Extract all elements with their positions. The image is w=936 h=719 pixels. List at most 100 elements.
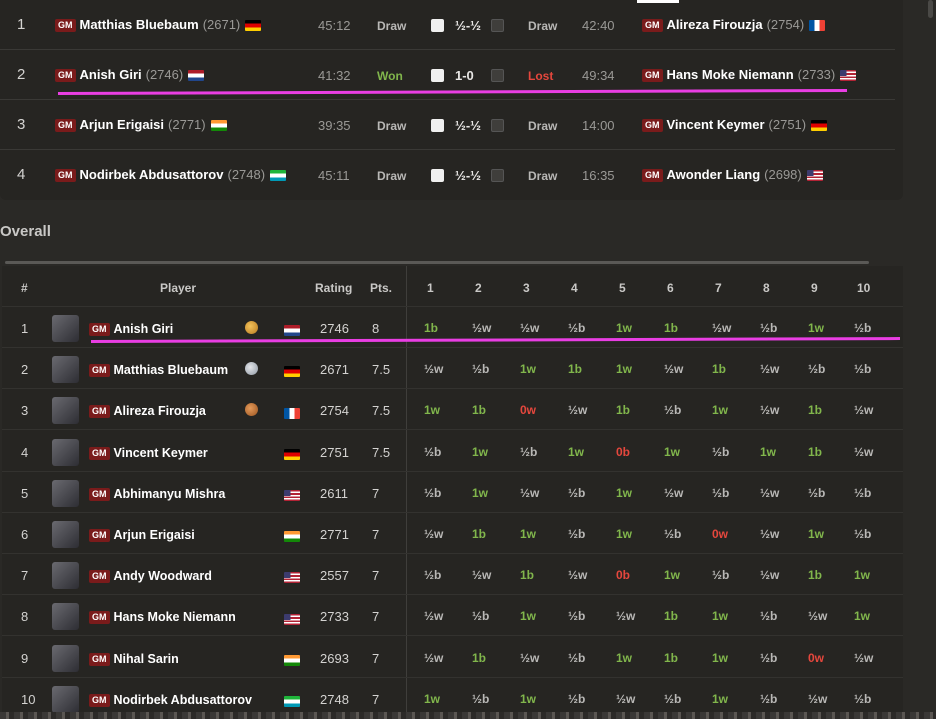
round-result-cell[interactable]: 1w xyxy=(712,609,729,624)
round-result-cell[interactable]: 1w xyxy=(712,650,729,665)
standing-player[interactable]: GM Nihal Sarin xyxy=(89,651,179,666)
round-result-cell[interactable]: 1b xyxy=(664,609,679,624)
round-result-cell[interactable]: ½b xyxy=(854,362,872,377)
round-result-cell[interactable]: ½b xyxy=(568,609,586,624)
white-player[interactable]: GM Nodirbek Abdusattorov (2748) xyxy=(55,167,287,183)
player-avatar[interactable] xyxy=(52,438,79,466)
player-avatar[interactable] xyxy=(52,397,79,425)
standings-row[interactable]: 2 GM Matthias Bluebaum 2671 7.5 ½w ½b 1w 1b 1w… xyxy=(2,348,903,390)
black-player[interactable]: GM Hans Moke Niemann (2733) xyxy=(642,67,857,83)
vertical-scrollbar[interactable] xyxy=(904,0,936,719)
player-avatar[interactable] xyxy=(52,644,79,672)
round-result-cell[interactable]: 1w xyxy=(760,444,777,459)
round-result-cell[interactable]: 1w xyxy=(712,403,729,418)
standing-player[interactable]: GM Arjun Erigaisi xyxy=(89,527,195,543)
round-result-cell[interactable]: 1w xyxy=(712,691,729,706)
standing-player-name[interactable]: Matthias Bluebaum xyxy=(113,363,229,378)
round-result-cell[interactable]: ½b xyxy=(424,485,442,500)
pairing-row[interactable]: 1 GM Matthias Bluebaum (2671) 45:12 Draw ½… xyxy=(0,0,895,50)
round-result-cell[interactable]: 1b xyxy=(808,403,823,418)
player-avatar[interactable] xyxy=(52,315,79,342)
scroll-thumb[interactable] xyxy=(928,0,933,18)
header-rank[interactable]: # xyxy=(21,281,28,295)
round-result-cell[interactable]: 0w xyxy=(712,527,729,541)
round-result-cell[interactable]: 1b xyxy=(712,362,727,377)
standings-row[interactable]: 5 GM Abhimanyu Mishra 2611 7 ½b 1w ½w ½b 1w ½w ½… xyxy=(2,472,903,513)
standing-player[interactable]: GM Andy Woodward xyxy=(89,568,212,584)
round-result-cell[interactable]: ½b xyxy=(664,527,682,541)
standing-player[interactable]: GM Vincent Keymer xyxy=(89,445,208,460)
round-result-cell[interactable]: 1b xyxy=(568,362,583,377)
round-result-cell[interactable]: ½w xyxy=(424,527,444,541)
round-result-cell[interactable]: ½b xyxy=(760,609,778,624)
player-avatar[interactable] xyxy=(52,603,79,631)
round-result-cell[interactable]: 1b xyxy=(520,568,535,583)
round-result-cell[interactable]: ½w xyxy=(472,321,492,335)
player-avatar[interactable] xyxy=(52,356,79,384)
round-result-cell[interactable]: ½w xyxy=(854,444,874,459)
round-result-cell[interactable]: 1b xyxy=(664,650,679,665)
round-result-cell[interactable]: 1b xyxy=(808,568,823,583)
standings-row[interactable]: 8 GM Hans Moke Niemann 2733 7 ½w ½b 1w ½b ½w 1b… xyxy=(2,595,903,637)
round-result-cell[interactable]: ½w xyxy=(808,691,828,706)
round-result-cell[interactable]: 1b xyxy=(424,321,439,335)
standing-player-name[interactable]: Abhimanyu Mishra xyxy=(113,486,226,501)
round-result-cell[interactable]: 1w xyxy=(472,485,489,500)
round-result-cell[interactable]: ½b xyxy=(424,568,442,583)
white-player-name[interactable]: Anish Giri xyxy=(79,67,142,82)
round-result-cell[interactable]: ½b xyxy=(472,362,490,377)
round-result-cell[interactable]: ½w xyxy=(520,650,540,665)
header-rating[interactable]: Rating xyxy=(315,281,353,295)
round-result-cell[interactable]: ½w xyxy=(520,485,540,500)
round-result-cell[interactable]: 1w xyxy=(616,527,633,541)
pairing-row[interactable]: 4 GM Nodirbek Abdusattorov (2748) 45:11 Dr… xyxy=(0,150,895,200)
round-result-cell[interactable]: ½b xyxy=(520,444,538,459)
standing-player[interactable]: GM Alireza Firouzja xyxy=(89,403,206,419)
round-result-cell[interactable]: ½b xyxy=(424,444,442,459)
round-result-cell[interactable]: ½b xyxy=(712,485,730,500)
black-player-name[interactable]: Awonder Liang xyxy=(666,167,761,182)
round-result-cell[interactable]: ½b xyxy=(808,362,826,377)
round-result-cell[interactable]: 1w xyxy=(616,362,633,377)
round-result-cell[interactable]: 1w xyxy=(520,527,537,541)
round-result-cell[interactable]: ½b xyxy=(568,485,586,500)
round-result-cell[interactable]: 1w xyxy=(854,609,871,624)
round-result-cell[interactable]: ½w xyxy=(424,609,444,624)
round-result-cell[interactable]: ½b xyxy=(712,444,730,459)
round-result-cell[interactable]: 1w xyxy=(616,321,633,335)
round-result-cell[interactable]: 1w xyxy=(520,362,537,377)
standing-player[interactable]: GM Abhimanyu Mishra xyxy=(89,486,225,501)
round-result-cell[interactable]: ½w xyxy=(520,321,540,335)
game-score[interactable]: ½-½ xyxy=(455,118,482,133)
standing-player-name[interactable]: Nodirbek Abdusattorov xyxy=(113,692,252,707)
round-result-cell[interactable]: 1w xyxy=(808,321,825,335)
white-player-name[interactable]: Arjun Erigaisi xyxy=(79,117,165,132)
header-points[interactable]: Pts. xyxy=(370,281,393,295)
round-result-cell[interactable]: 1b xyxy=(472,650,487,665)
white-player[interactable]: GM Anish Giri (2746) xyxy=(55,67,205,83)
round-result-cell[interactable]: ½w xyxy=(616,609,636,624)
standing-player-name[interactable]: Nihal Sarin xyxy=(113,651,179,666)
round-result-cell[interactable]: ½b xyxy=(760,321,778,335)
round-result-cell[interactable]: ½b xyxy=(808,485,826,500)
standing-player[interactable]: GM Nodirbek Abdusattorov xyxy=(89,692,252,707)
black-player-name[interactable]: Alireza Firouzja xyxy=(666,17,763,32)
round-result-cell[interactable]: ½w xyxy=(854,403,874,418)
black-player-name[interactable]: Hans Moke Niemann xyxy=(666,67,794,82)
standings-row[interactable]: 6 GM Arjun Erigaisi 2771 7 ½w 1b 1w ½b 1w ½b 0w ½… xyxy=(2,513,903,554)
round-result-cell[interactable]: ½b xyxy=(854,485,872,500)
standing-player-name[interactable]: Vincent Keymer xyxy=(113,445,208,460)
round-result-cell[interactable]: ½b xyxy=(568,321,586,335)
round-result-cell[interactable]: 1w xyxy=(520,691,537,706)
round-result-cell[interactable]: 1w xyxy=(424,403,441,418)
game-score[interactable]: 1-0 xyxy=(455,68,474,83)
round-result-cell[interactable]: 0b xyxy=(616,444,631,459)
white-player-name[interactable]: Matthias Bluebaum xyxy=(79,17,199,32)
round-result-cell[interactable]: ½b xyxy=(712,568,730,583)
round-result-cell[interactable]: 1w xyxy=(616,485,633,500)
standings-row[interactable]: 1 GM Anish Giri 2746 8 1b ½w ½w ½b 1w 1b ½w ½b 1w ½… xyxy=(2,307,903,348)
standing-player-name[interactable]: Hans Moke Niemann xyxy=(113,610,236,625)
round-result-cell[interactable]: 1w xyxy=(568,444,585,459)
standing-player-name[interactable]: Andy Woodward xyxy=(113,569,212,584)
white-player[interactable]: GM Matthias Bluebaum (2671) xyxy=(55,17,262,33)
